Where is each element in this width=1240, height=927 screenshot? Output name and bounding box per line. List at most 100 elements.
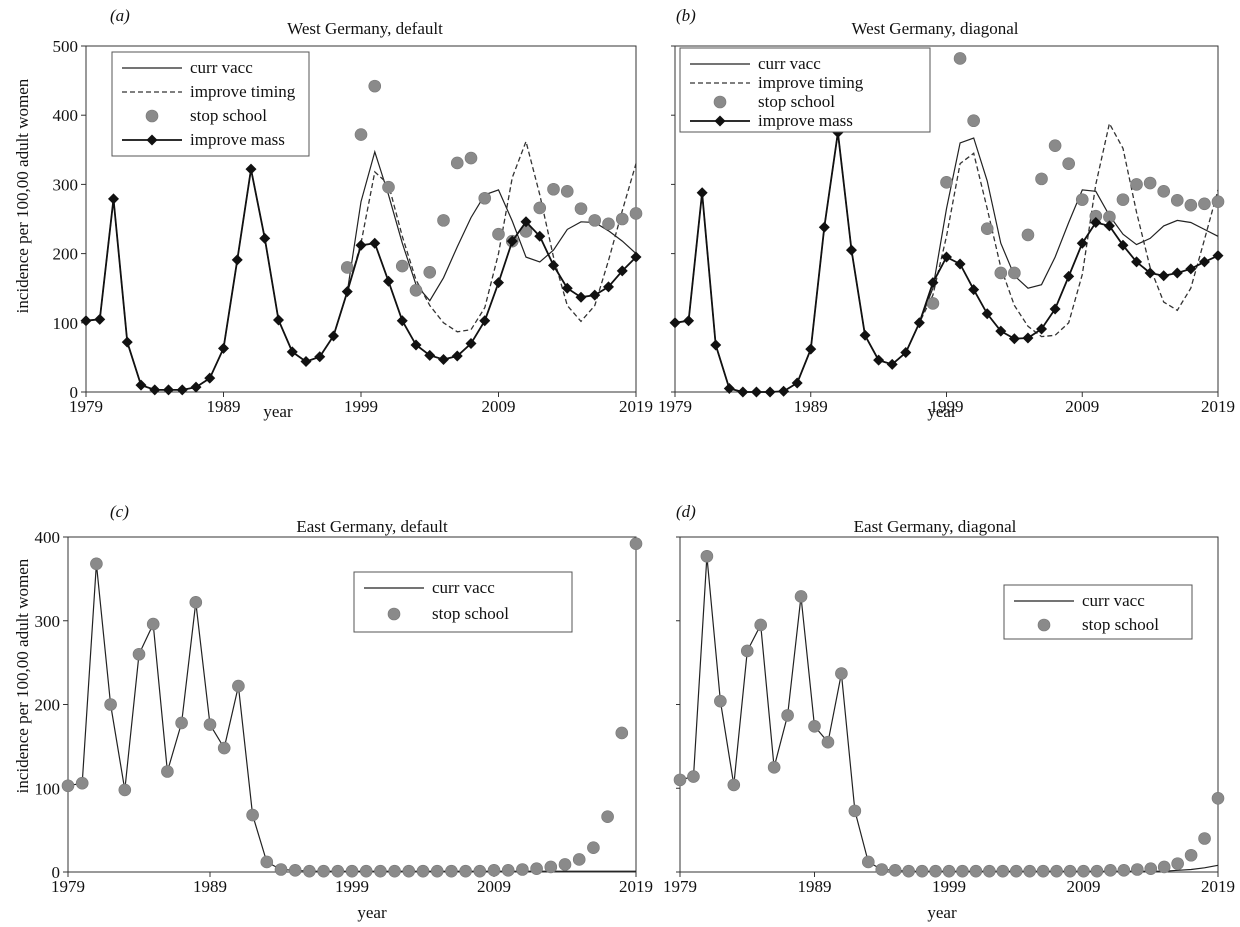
series-improve-mass-point bbox=[396, 315, 408, 327]
x-tick-label: 1999 bbox=[930, 397, 964, 416]
x-axis-label-c: year bbox=[357, 903, 387, 922]
series-improve-mass-point bbox=[548, 259, 559, 271]
series-stop-school-point bbox=[464, 151, 478, 165]
series-improve-mass-point bbox=[1103, 220, 1115, 232]
x-tick-label: 2009 bbox=[477, 877, 511, 896]
series-stop-school-point bbox=[1184, 848, 1198, 862]
series-stop-school-point bbox=[808, 719, 821, 733]
series-improve-mass-point bbox=[108, 193, 119, 205]
x-tick-label: 2019 bbox=[619, 397, 653, 416]
series-stop-school-point bbox=[90, 557, 103, 571]
panel-title-b: West Germany, diagonal bbox=[851, 19, 1018, 38]
x-axis-label-a: year bbox=[263, 402, 293, 421]
series-stop-school-point bbox=[388, 864, 401, 878]
series-improve-mass-point bbox=[218, 342, 229, 354]
x-tick-label: 1999 bbox=[344, 397, 378, 416]
panel-letter-c: (c) bbox=[110, 502, 129, 521]
series-stop-school-point bbox=[118, 783, 132, 797]
series-stop-school-point bbox=[956, 864, 969, 878]
series-improve-mass-point bbox=[873, 354, 885, 366]
series-improve-mass-point bbox=[231, 254, 243, 266]
series-stop-school-point bbox=[794, 590, 808, 603]
x-axis-label-b: year bbox=[927, 402, 957, 421]
series-improve-mass-point bbox=[1171, 267, 1183, 279]
series-stop-school-point bbox=[781, 709, 794, 722]
series-improve-mass-point bbox=[259, 232, 271, 244]
y-axis-label-top: incidence per 100,00 adult women bbox=[13, 78, 32, 313]
series-stop-school-point bbox=[1062, 157, 1075, 170]
y-tick-label: 400 bbox=[53, 106, 79, 125]
series-improve-mass-point bbox=[479, 315, 491, 327]
panel-title-d: East Germany, diagonal bbox=[854, 517, 1017, 536]
legend-improve-mass-marker bbox=[146, 134, 158, 146]
series-stop-school-point bbox=[1077, 864, 1090, 878]
series-stop-school-point bbox=[409, 283, 423, 297]
series-improve-mass-point bbox=[245, 163, 257, 175]
legend-stop-school-marker bbox=[1037, 618, 1051, 632]
series-improve-mass-point bbox=[341, 286, 353, 298]
series-stop-school-point bbox=[345, 864, 359, 878]
series-improve-mass-point bbox=[94, 313, 106, 325]
x-tick-label: 1979 bbox=[663, 877, 697, 896]
y-axis-label-bottom: incidence per 100,00 adult women bbox=[13, 558, 32, 793]
series-stop-school-point bbox=[402, 864, 416, 878]
series-stop-school-point bbox=[1144, 862, 1158, 875]
series-improve-mass-point bbox=[121, 336, 133, 348]
legend-box bbox=[1003, 584, 1193, 640]
x-tick-label: 2019 bbox=[1201, 877, 1235, 896]
x-tick-label: 2019 bbox=[619, 877, 653, 896]
series-improve-mass-point bbox=[589, 289, 601, 301]
series-stop-school-point bbox=[558, 858, 572, 871]
series-stop-school-point bbox=[189, 596, 203, 609]
series-stop-school-point bbox=[861, 855, 875, 869]
series-stop-school-point bbox=[359, 864, 373, 878]
series-stop-school-point bbox=[929, 864, 942, 878]
series-stop-school-point bbox=[1198, 197, 1211, 211]
series-improve-mass-point bbox=[383, 275, 394, 287]
series-stop-school-point bbox=[331, 864, 345, 878]
series-stop-school-point bbox=[1117, 864, 1131, 877]
series-improve-mass-point bbox=[696, 187, 708, 199]
series-improve-mass-point bbox=[135, 379, 147, 391]
series-stop-school-point bbox=[423, 265, 437, 279]
x-axis-label-d: year bbox=[927, 903, 957, 922]
legend-improve-mass-marker bbox=[714, 115, 726, 127]
series-stop-school-point bbox=[161, 765, 174, 778]
series-stop-school-point bbox=[767, 761, 781, 774]
y-tick-label: 500 bbox=[53, 37, 79, 56]
series-stop-school-point bbox=[629, 537, 643, 551]
series-stop-school-point bbox=[740, 644, 754, 658]
series-stop-school-point bbox=[217, 741, 231, 755]
series-improve-mass-point bbox=[995, 325, 1007, 337]
series-improve-mass-point bbox=[424, 349, 436, 361]
series-improve-mass-point bbox=[534, 230, 546, 242]
series-stop-school-point bbox=[260, 855, 274, 869]
series-stop-school-point bbox=[1036, 864, 1050, 878]
series-stop-school-point bbox=[445, 864, 458, 878]
series-improve-mass-point bbox=[451, 350, 463, 362]
series-improve-mass-point bbox=[1117, 239, 1129, 251]
x-tick-label: 2009 bbox=[1065, 397, 1099, 416]
series-improve-mass-point bbox=[273, 314, 284, 326]
series-stop-school-point bbox=[530, 862, 543, 875]
legend-stop-school-marker bbox=[145, 109, 159, 123]
series-improve-mass-point bbox=[1158, 270, 1170, 282]
series-improve-mass-point bbox=[750, 386, 762, 398]
series-improve-mass-point bbox=[506, 235, 518, 247]
legend-stop-school-label: stop school bbox=[432, 604, 509, 623]
series-stop-school-point bbox=[888, 864, 902, 877]
legend-stop-school-marker bbox=[387, 607, 401, 621]
series-stop-school-point bbox=[615, 726, 629, 740]
panel-title-a: West Germany, default bbox=[287, 19, 443, 38]
series-improve-mass-point bbox=[669, 317, 681, 329]
series-stop-school-point bbox=[1157, 860, 1171, 874]
series-stop-school-point bbox=[354, 128, 368, 141]
series-stop-school-point bbox=[368, 79, 382, 93]
series-stop-school-point bbox=[437, 214, 450, 227]
series-improve-mass-point bbox=[900, 347, 912, 359]
series-stop-school-point bbox=[969, 864, 983, 878]
series-improve-mass-point bbox=[845, 244, 857, 256]
series-stop-school-point bbox=[967, 114, 980, 128]
series-improve-mass-point bbox=[575, 291, 587, 303]
